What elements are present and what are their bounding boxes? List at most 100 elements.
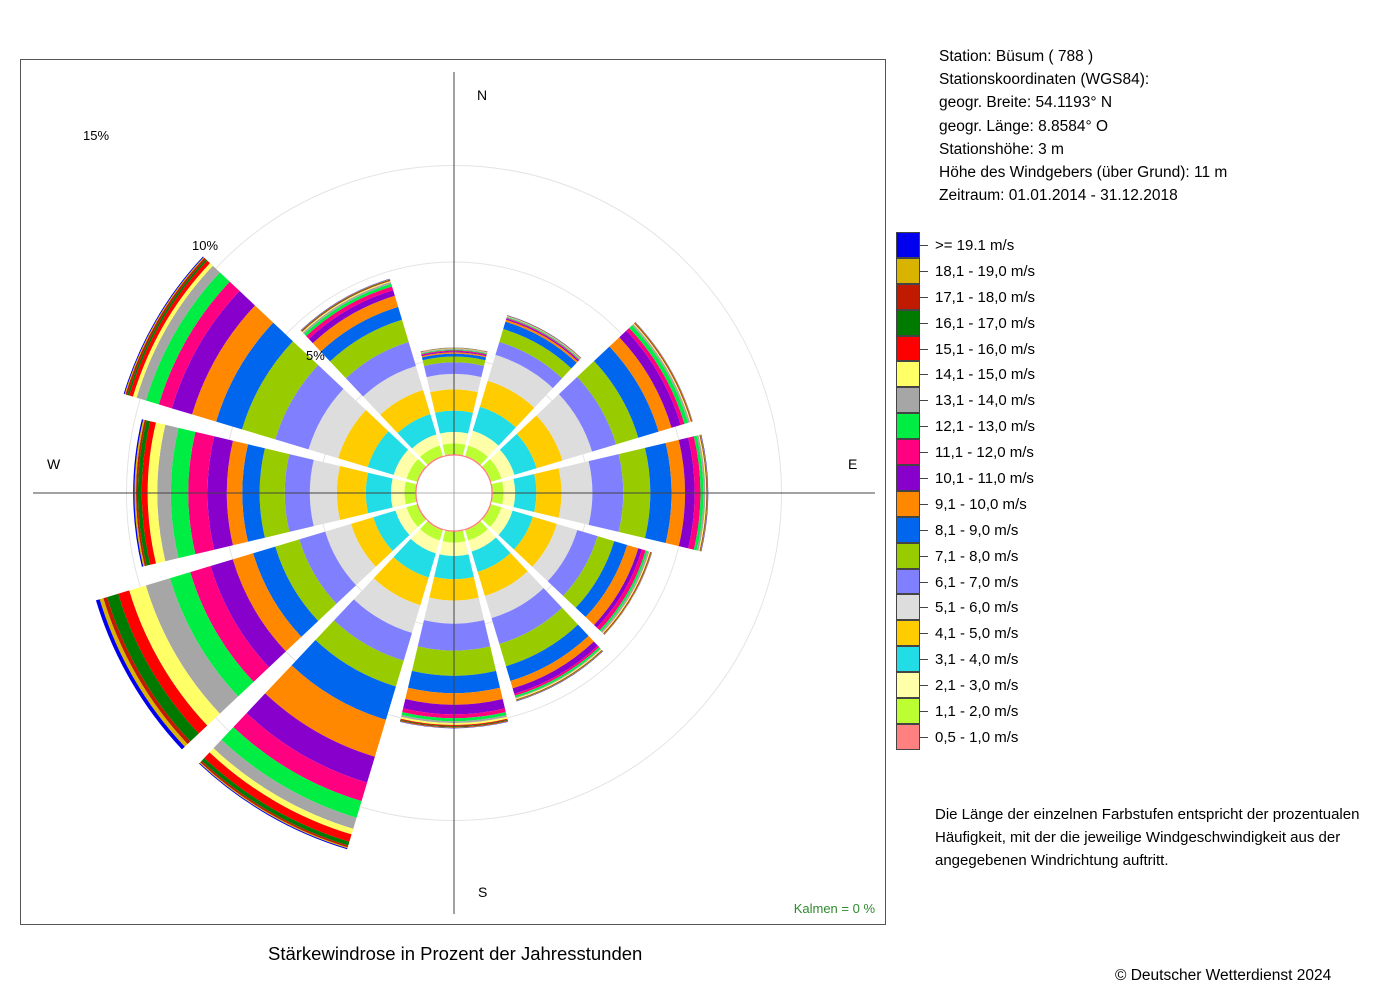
windrose-segment — [420, 347, 488, 352]
windrose-segment — [499, 329, 572, 379]
windrose-segment — [291, 640, 396, 720]
windrose-segment — [594, 346, 659, 438]
legend-tick — [920, 245, 928, 246]
windrose-segment — [246, 693, 375, 783]
windrose-segment — [499, 433, 537, 475]
windrose-segment — [421, 353, 487, 361]
windrose-segment — [393, 449, 418, 479]
windrose-segment — [503, 321, 577, 369]
legend-label: 5,1 - 6,0 m/s — [935, 599, 1019, 617]
windrose-segment — [367, 431, 409, 475]
windrose-segment — [471, 537, 511, 572]
windrose-segment — [420, 348, 488, 354]
windrose-segment — [353, 578, 421, 633]
windrose-segment — [312, 295, 399, 352]
legend-swatch — [896, 672, 920, 699]
windrose-segment — [363, 366, 424, 415]
windrose-segment — [472, 406, 516, 446]
windrose-segment — [487, 354, 553, 408]
legend-tick — [920, 270, 928, 272]
windrose-segment — [233, 713, 368, 802]
windrose-segment — [490, 484, 493, 502]
windrose-segment — [306, 286, 394, 339]
windrose-segment — [190, 566, 270, 682]
windrose-segment — [513, 516, 557, 567]
windrose-segment — [241, 341, 319, 440]
windrose-segment — [421, 349, 487, 355]
legend-label: 4,1 - 5,0 m/s — [935, 625, 1019, 643]
windrose-segment — [512, 641, 598, 694]
windrose-segment — [420, 347, 488, 352]
legend-swatch — [896, 516, 920, 543]
windrose-segment — [445, 454, 463, 457]
windrose-segment — [698, 434, 707, 552]
station-elevation: Stationshöhe: 3 m — [939, 140, 1064, 158]
windrose-segment — [421, 350, 487, 356]
windrose-segment — [700, 434, 708, 552]
windrose-segment — [482, 458, 502, 482]
legend-label: 6,1 - 7,0 m/s — [935, 573, 1019, 591]
direction-label-w: W — [47, 456, 61, 472]
windrose-segment — [320, 306, 403, 362]
windrose-segment — [484, 571, 544, 619]
legend-tick — [920, 322, 928, 324]
windrose-segment — [498, 510, 533, 550]
windrose-segment — [699, 434, 708, 552]
windrose-segment — [495, 341, 563, 389]
windrose-segment — [402, 708, 506, 719]
legend-label: 8,1 - 9,0 m/s — [935, 521, 1019, 539]
windrose-segment — [406, 504, 426, 528]
windrose-segment — [420, 347, 488, 352]
legend-label: 3,1 - 4,0 m/s — [935, 651, 1019, 669]
ring-label-15: 15% — [83, 128, 110, 143]
windrose-segment — [420, 348, 488, 353]
windrose-segment — [516, 415, 563, 469]
legend-swatch — [896, 490, 920, 517]
windrose-segment — [596, 549, 646, 631]
legend-tick — [920, 555, 928, 557]
windrose-segment — [400, 719, 508, 727]
windrose-segment — [558, 376, 617, 452]
direction-label-s: S — [478, 884, 488, 900]
windrose-segment — [338, 410, 389, 468]
windrose-segment — [421, 352, 487, 358]
legend-tick — [920, 685, 928, 687]
windrose-segment — [275, 365, 344, 450]
windrose-segment — [468, 430, 499, 457]
windrose-segment — [158, 281, 240, 409]
windrose-segment — [400, 716, 508, 725]
legend-label: 17,1 - 18,0 m/s — [935, 288, 1036, 306]
windrose-segment — [253, 546, 319, 637]
windrose-segment — [397, 414, 437, 449]
legend-swatch — [896, 361, 920, 388]
windrose-segment — [465, 521, 489, 541]
ring-label-5: 5% — [306, 348, 325, 363]
legend-label: 13,1 - 14,0 m/s — [935, 392, 1036, 410]
windrose-segment — [445, 529, 463, 532]
windrose-segment — [490, 449, 515, 479]
windrose-segment — [216, 322, 293, 430]
windrose-segment — [468, 529, 496, 552]
windrose-segment — [213, 739, 357, 829]
calm-label: Kalmen = 0 % — [793, 901, 875, 916]
windrose-segment — [141, 421, 156, 565]
legend-swatch — [896, 309, 920, 336]
legend-swatch — [896, 387, 920, 414]
legend-label: 12,1 - 13,0 m/s — [935, 418, 1036, 436]
windrose-segment — [626, 327, 685, 425]
legend-swatch — [896, 335, 920, 362]
legend-swatch — [896, 723, 920, 750]
windrose-segment — [419, 521, 443, 541]
legend-swatch — [896, 439, 920, 466]
windrose-segment — [577, 361, 639, 445]
windrose-segment — [221, 727, 362, 818]
windrose-segment — [204, 752, 352, 842]
legend-swatch — [896, 232, 920, 258]
windrose-segment — [380, 390, 431, 434]
legend-label: 1,1 - 2,0 m/s — [935, 703, 1019, 721]
legend-label: 18,1 - 19,0 m/s — [935, 262, 1036, 280]
windrose-segment — [399, 721, 509, 729]
windrose-segment — [118, 590, 208, 734]
windrose-segment — [399, 721, 509, 728]
windrose-segment — [209, 748, 354, 835]
